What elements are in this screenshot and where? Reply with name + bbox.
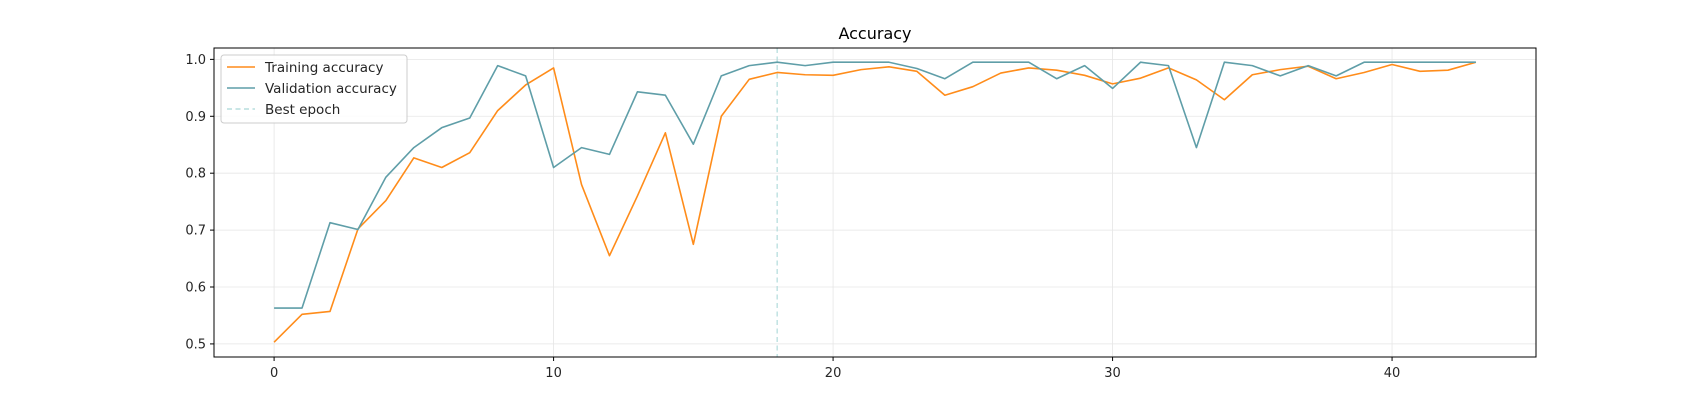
y-tick-label: 0.7	[185, 224, 206, 239]
validation-accuracy-line	[274, 61, 1476, 309]
legend-entry-best-epoch-label: Best epoch	[265, 102, 340, 118]
grid-layer	[214, 48, 1536, 357]
legend: Training accuracy Validation accuracy Best…	[220, 54, 408, 124]
chart-title: Accuracy	[838, 24, 911, 43]
legend-entry-validation-label: Validation accuracy	[265, 81, 397, 97]
series-layer	[273, 61, 1477, 343]
legend-entry-training-label: Training accuracy	[264, 60, 383, 76]
training-accuracy-line	[273, 61, 1477, 343]
y-tick-label: 0.8	[185, 167, 206, 182]
y-tick-label: 1.0	[185, 53, 206, 68]
x-tick-label: 40	[1384, 366, 1401, 381]
x-tick-label: 20	[825, 366, 842, 381]
x-tick-label: 10	[545, 366, 562, 381]
x-tick-label: 0	[270, 366, 278, 381]
x-tick-label: 30	[1104, 366, 1121, 381]
tick-layer: 0 10 20 30 40 0.5 0.6 0.7 0.8 0.9 1.0	[185, 53, 1400, 381]
y-tick-label: 0.6	[185, 281, 206, 296]
y-tick-label: 0.5	[185, 337, 206, 352]
axes-frame	[213, 47, 1537, 358]
legend-box	[220, 54, 408, 124]
y-tick-label: 0.9	[185, 110, 206, 125]
